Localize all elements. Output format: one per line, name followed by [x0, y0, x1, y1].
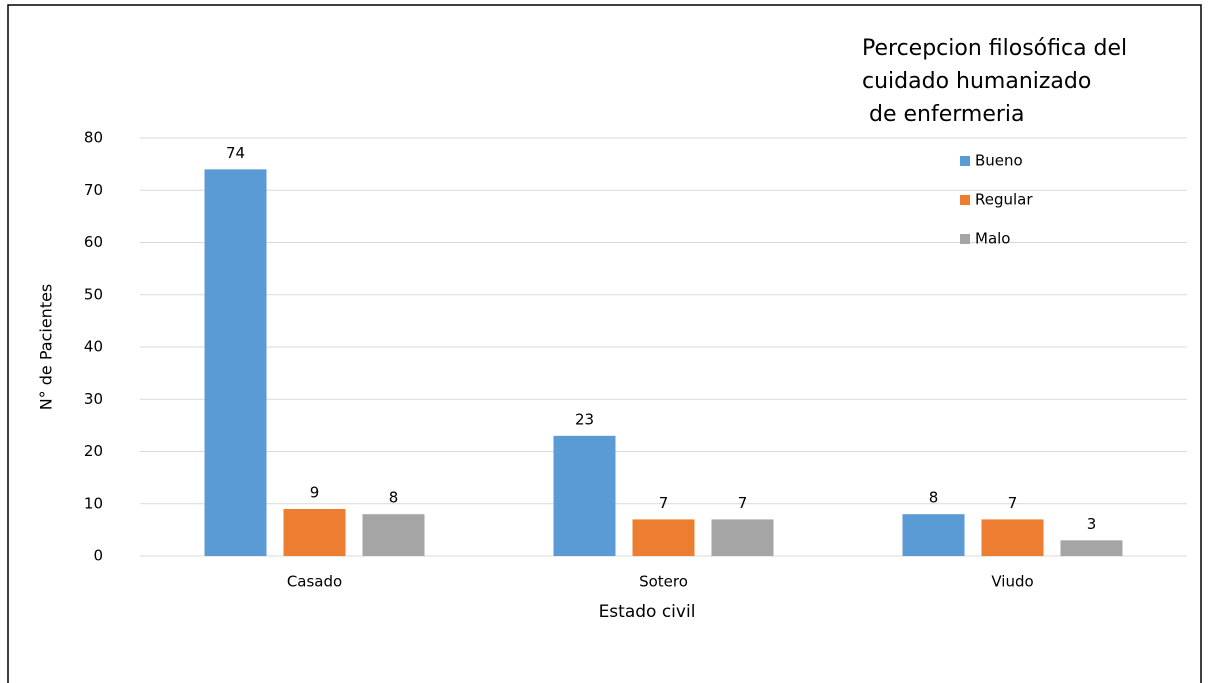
x-axis-label: Estado civil	[599, 602, 696, 622]
y-tick-label: 50	[84, 285, 103, 303]
x-tick-label: Viudo	[991, 573, 1033, 591]
y-tick-label: 40	[84, 338, 103, 356]
data-label: 7	[659, 494, 669, 512]
bar	[204, 169, 267, 556]
legend-label: Malo	[975, 230, 1010, 248]
data-label: 8	[389, 489, 399, 507]
bar	[553, 435, 616, 556]
data-label: 74	[226, 144, 245, 162]
bar	[632, 519, 695, 556]
y-tick-label: 10	[84, 494, 103, 512]
data-label: 7	[738, 494, 748, 512]
legend-swatch	[960, 195, 970, 205]
x-tick-label: Casado	[287, 573, 342, 591]
chart-title: cuidado humanizado	[862, 69, 1091, 94]
data-label: 23	[575, 410, 594, 428]
y-tick-label: 20	[84, 442, 103, 460]
chart-title: de enfermeria	[862, 102, 1025, 127]
bar	[711, 519, 774, 556]
bar	[1060, 540, 1123, 556]
y-axis-label: N° de Pacientes	[37, 284, 56, 411]
bar	[981, 519, 1044, 556]
legend-label: Regular	[975, 191, 1033, 209]
y-tick-label: 60	[84, 233, 103, 251]
data-label: 8	[929, 489, 939, 507]
y-tick-label: 70	[84, 181, 103, 199]
bar	[362, 514, 425, 556]
y-tick-label: 30	[84, 390, 103, 408]
legend-swatch	[960, 156, 970, 166]
data-label: 7	[1008, 494, 1018, 512]
x-tick-label: Sotero	[639, 573, 688, 591]
y-tick-label: 80	[84, 129, 103, 147]
chart-title: Percepcion filosófica del	[862, 36, 1127, 61]
legend-label: Bueno	[975, 152, 1023, 170]
data-label: 3	[1087, 515, 1097, 533]
data-label: 9	[310, 483, 320, 501]
bar	[283, 508, 346, 556]
legend-swatch	[960, 234, 970, 244]
y-tick-label: 0	[93, 547, 103, 565]
bar	[902, 514, 965, 556]
